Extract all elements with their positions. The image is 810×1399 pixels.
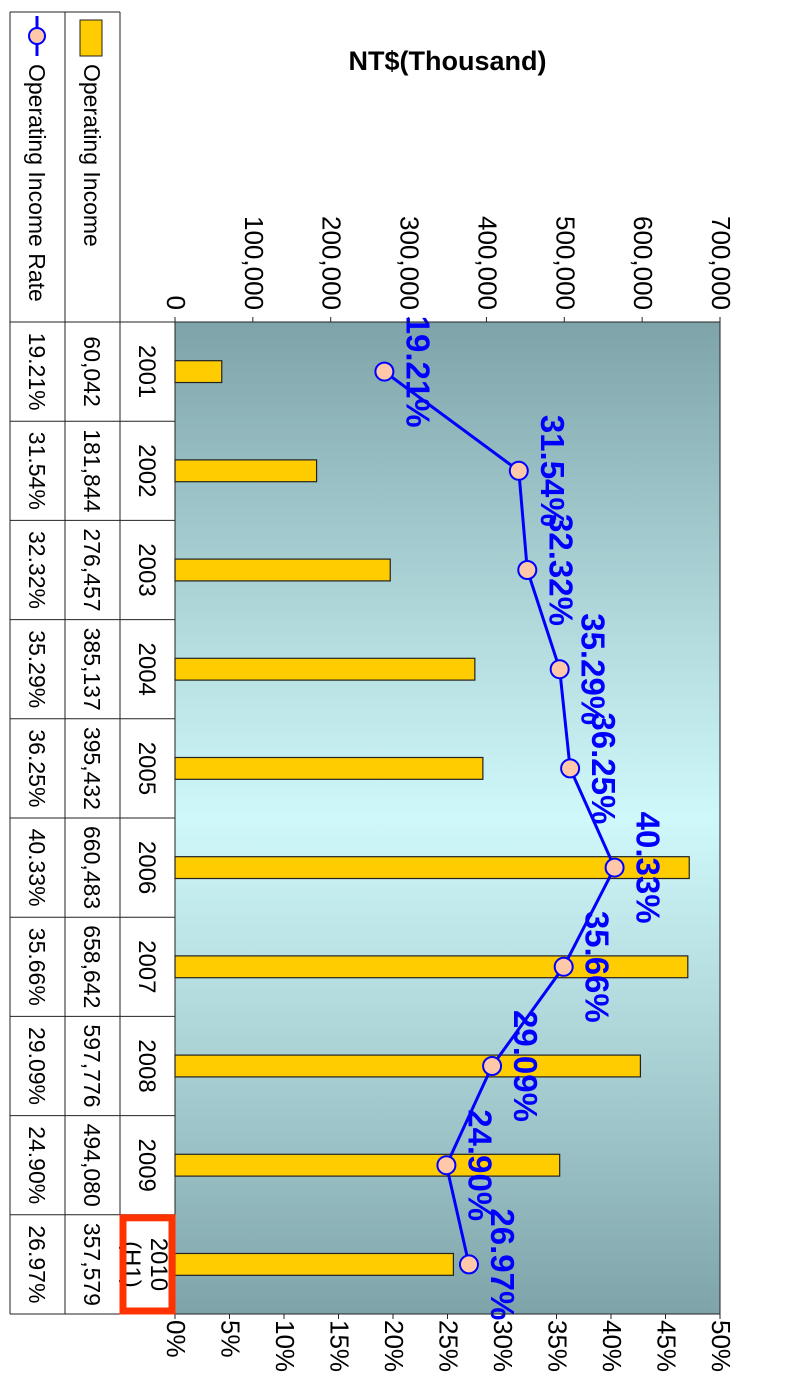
table-income-cell: 181,844	[79, 429, 105, 512]
category-label-line: 2010	[145, 1238, 172, 1291]
category-label: 2007	[133, 940, 160, 993]
rate-line	[383, 370, 617, 1265]
left-axis-tick-label: 700,000	[706, 216, 736, 310]
rate-data-label: 29.09%	[507, 1010, 544, 1122]
table-rate-cell: 26.97%	[24, 1225, 50, 1303]
left-axis-tick-label: 500,000	[550, 216, 580, 310]
rate-data-label: 36.25%	[585, 712, 622, 824]
y-axis-title: NT$(Thousand)	[349, 46, 547, 76]
category-label-line: 2007	[133, 940, 160, 993]
category-label: 2005	[133, 742, 160, 795]
left-axis-tick-label: 400,000	[472, 216, 502, 310]
table-rate-cell: 32.32%	[24, 531, 50, 609]
table-income-cell: 597,776	[79, 1024, 105, 1107]
category-label: 2004	[133, 643, 160, 696]
income-bar	[174, 459, 318, 483]
right-axis-tick-label: 50%	[706, 1320, 736, 1372]
left-axis-tick-label: 100,000	[239, 216, 269, 310]
table-rate-cell: 35.29%	[24, 630, 50, 708]
table-rate-cell: 36.25%	[24, 729, 50, 807]
rate-data-label: 26.97%	[484, 1208, 521, 1320]
category-label: 2001	[133, 345, 160, 398]
income-bar	[174, 657, 476, 681]
category-label-line: 2005	[133, 742, 160, 795]
legend-label-rate: Operating Income Rate	[24, 64, 50, 302]
category-label-line: 2009	[133, 1139, 160, 1192]
category-label-line: 2004	[133, 643, 160, 696]
table-income-cell: 660,483	[79, 826, 105, 909]
rate-data-label: 35.66%	[579, 911, 616, 1023]
rate-marker	[374, 361, 395, 382]
left-axis-tick-label: 0	[161, 296, 191, 310]
rate-marker	[549, 659, 570, 680]
left-axis-tick-label: 200,000	[317, 216, 347, 310]
right-axis-tick-label: 30%	[488, 1320, 518, 1372]
rate-data-label: 19.21%	[399, 316, 436, 428]
right-axis-tick-label: 10%	[270, 1320, 300, 1372]
rate-marker	[508, 460, 529, 481]
category-label-line: 2002	[133, 444, 160, 497]
table-income-cell: 395,432	[79, 727, 105, 810]
right-axis-tick-label: 5%	[216, 1320, 246, 1358]
rate-data-label: 40.33%	[630, 812, 667, 924]
category-label: 2003	[133, 543, 160, 596]
income-bar	[174, 756, 484, 780]
legend-bar-swatch	[79, 19, 103, 57]
table-rate-cell: 40.33%	[24, 829, 50, 907]
category-label: 2002	[133, 444, 160, 497]
rate-marker	[560, 758, 581, 779]
rate-marker	[458, 1254, 479, 1275]
rate-marker	[553, 956, 574, 977]
income-bar	[174, 360, 223, 384]
table-rate-cell: 29.09%	[24, 1027, 50, 1105]
table-income-cell: 658,642	[79, 925, 105, 1008]
category-label: 2008	[133, 1039, 160, 1092]
table-income-cell: 385,137	[79, 628, 105, 711]
table-rate-cell: 35.66%	[24, 928, 50, 1006]
category-label-line: 2003	[133, 543, 160, 596]
category-label: 2009	[133, 1139, 160, 1192]
highlight-box	[119, 1214, 176, 1315]
category-label-line: 2001	[133, 345, 160, 398]
income-bar	[174, 1153, 561, 1177]
income-bar	[174, 558, 391, 582]
rate-marker	[436, 1155, 457, 1176]
category-label-line: 2008	[133, 1039, 160, 1092]
right-axis-tick-label: 45%	[652, 1320, 682, 1372]
rate-data-label: 31.54%	[534, 415, 571, 527]
table-income-cell: 60,042	[79, 336, 105, 406]
right-axis-tick-label: 35%	[543, 1320, 573, 1372]
right-axis-tick-label: 25%	[434, 1320, 464, 1372]
legend-marker-swatch	[28, 27, 46, 45]
rate-data-label: 32.32%	[542, 514, 579, 626]
rate-data-label: 24.90%	[461, 1109, 498, 1221]
income-bar	[174, 1252, 455, 1276]
legend-label-income: Operating Income	[79, 64, 105, 247]
left-axis-tick-label: 300,000	[395, 216, 425, 310]
table-rate-cell: 31.54%	[24, 432, 50, 510]
rate-marker	[604, 857, 625, 878]
right-axis-tick-label: 15%	[325, 1320, 355, 1372]
rate-marker	[517, 560, 538, 580]
table-rate-cell: 19.21%	[24, 333, 50, 411]
income-bar	[174, 1054, 642, 1078]
rate-marker	[482, 1056, 503, 1076]
table-rate-cell: 24.90%	[24, 1126, 50, 1204]
category-label-line: 2006	[133, 841, 160, 894]
table-income-cell: 494,080	[79, 1124, 105, 1207]
right-axis-tick-label: 40%	[597, 1320, 627, 1372]
category-label: 2006	[133, 841, 160, 894]
table-income-cell: 276,457	[79, 528, 105, 611]
right-axis-tick-label: 0%	[161, 1320, 191, 1358]
right-axis-tick-label: 20%	[379, 1320, 409, 1372]
left-axis-tick-label: 600,000	[628, 216, 658, 310]
rate-data-label: 35.29%	[575, 613, 612, 725]
table-income-cell: 357,579	[79, 1223, 105, 1306]
